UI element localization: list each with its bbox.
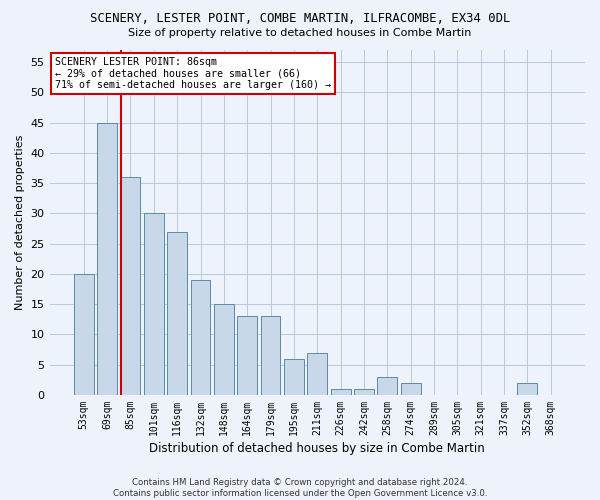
Bar (377, 377, 397, 395)
Bar (167, 232, 187, 395)
Bar (97, 122, 117, 395)
Text: Contains HM Land Registry data © Crown copyright and database right 2024.
Contai: Contains HM Land Registry data © Crown c… (113, 478, 487, 498)
Bar (74, 274, 94, 395)
Bar (354, 389, 374, 395)
Bar (517, 383, 538, 395)
Y-axis label: Number of detached properties: Number of detached properties (15, 135, 25, 310)
Bar (214, 304, 234, 395)
Bar (284, 358, 304, 395)
Bar (260, 316, 280, 395)
X-axis label: Distribution of detached houses by size in Combe Martin: Distribution of detached houses by size … (149, 442, 485, 455)
Bar (238, 316, 257, 395)
Bar (401, 383, 421, 395)
Text: SCENERY LESTER POINT: 86sqm
← 29% of detached houses are smaller (66)
71% of sem: SCENERY LESTER POINT: 86sqm ← 29% of det… (55, 57, 331, 90)
Bar (144, 214, 164, 395)
Text: Size of property relative to detached houses in Combe Martin: Size of property relative to detached ho… (128, 28, 472, 38)
Bar (331, 389, 350, 395)
Text: SCENERY, LESTER POINT, COMBE MARTIN, ILFRACOMBE, EX34 0DL: SCENERY, LESTER POINT, COMBE MARTIN, ILF… (90, 12, 510, 26)
Bar (121, 177, 140, 395)
Bar (307, 352, 327, 395)
Bar (191, 280, 211, 395)
